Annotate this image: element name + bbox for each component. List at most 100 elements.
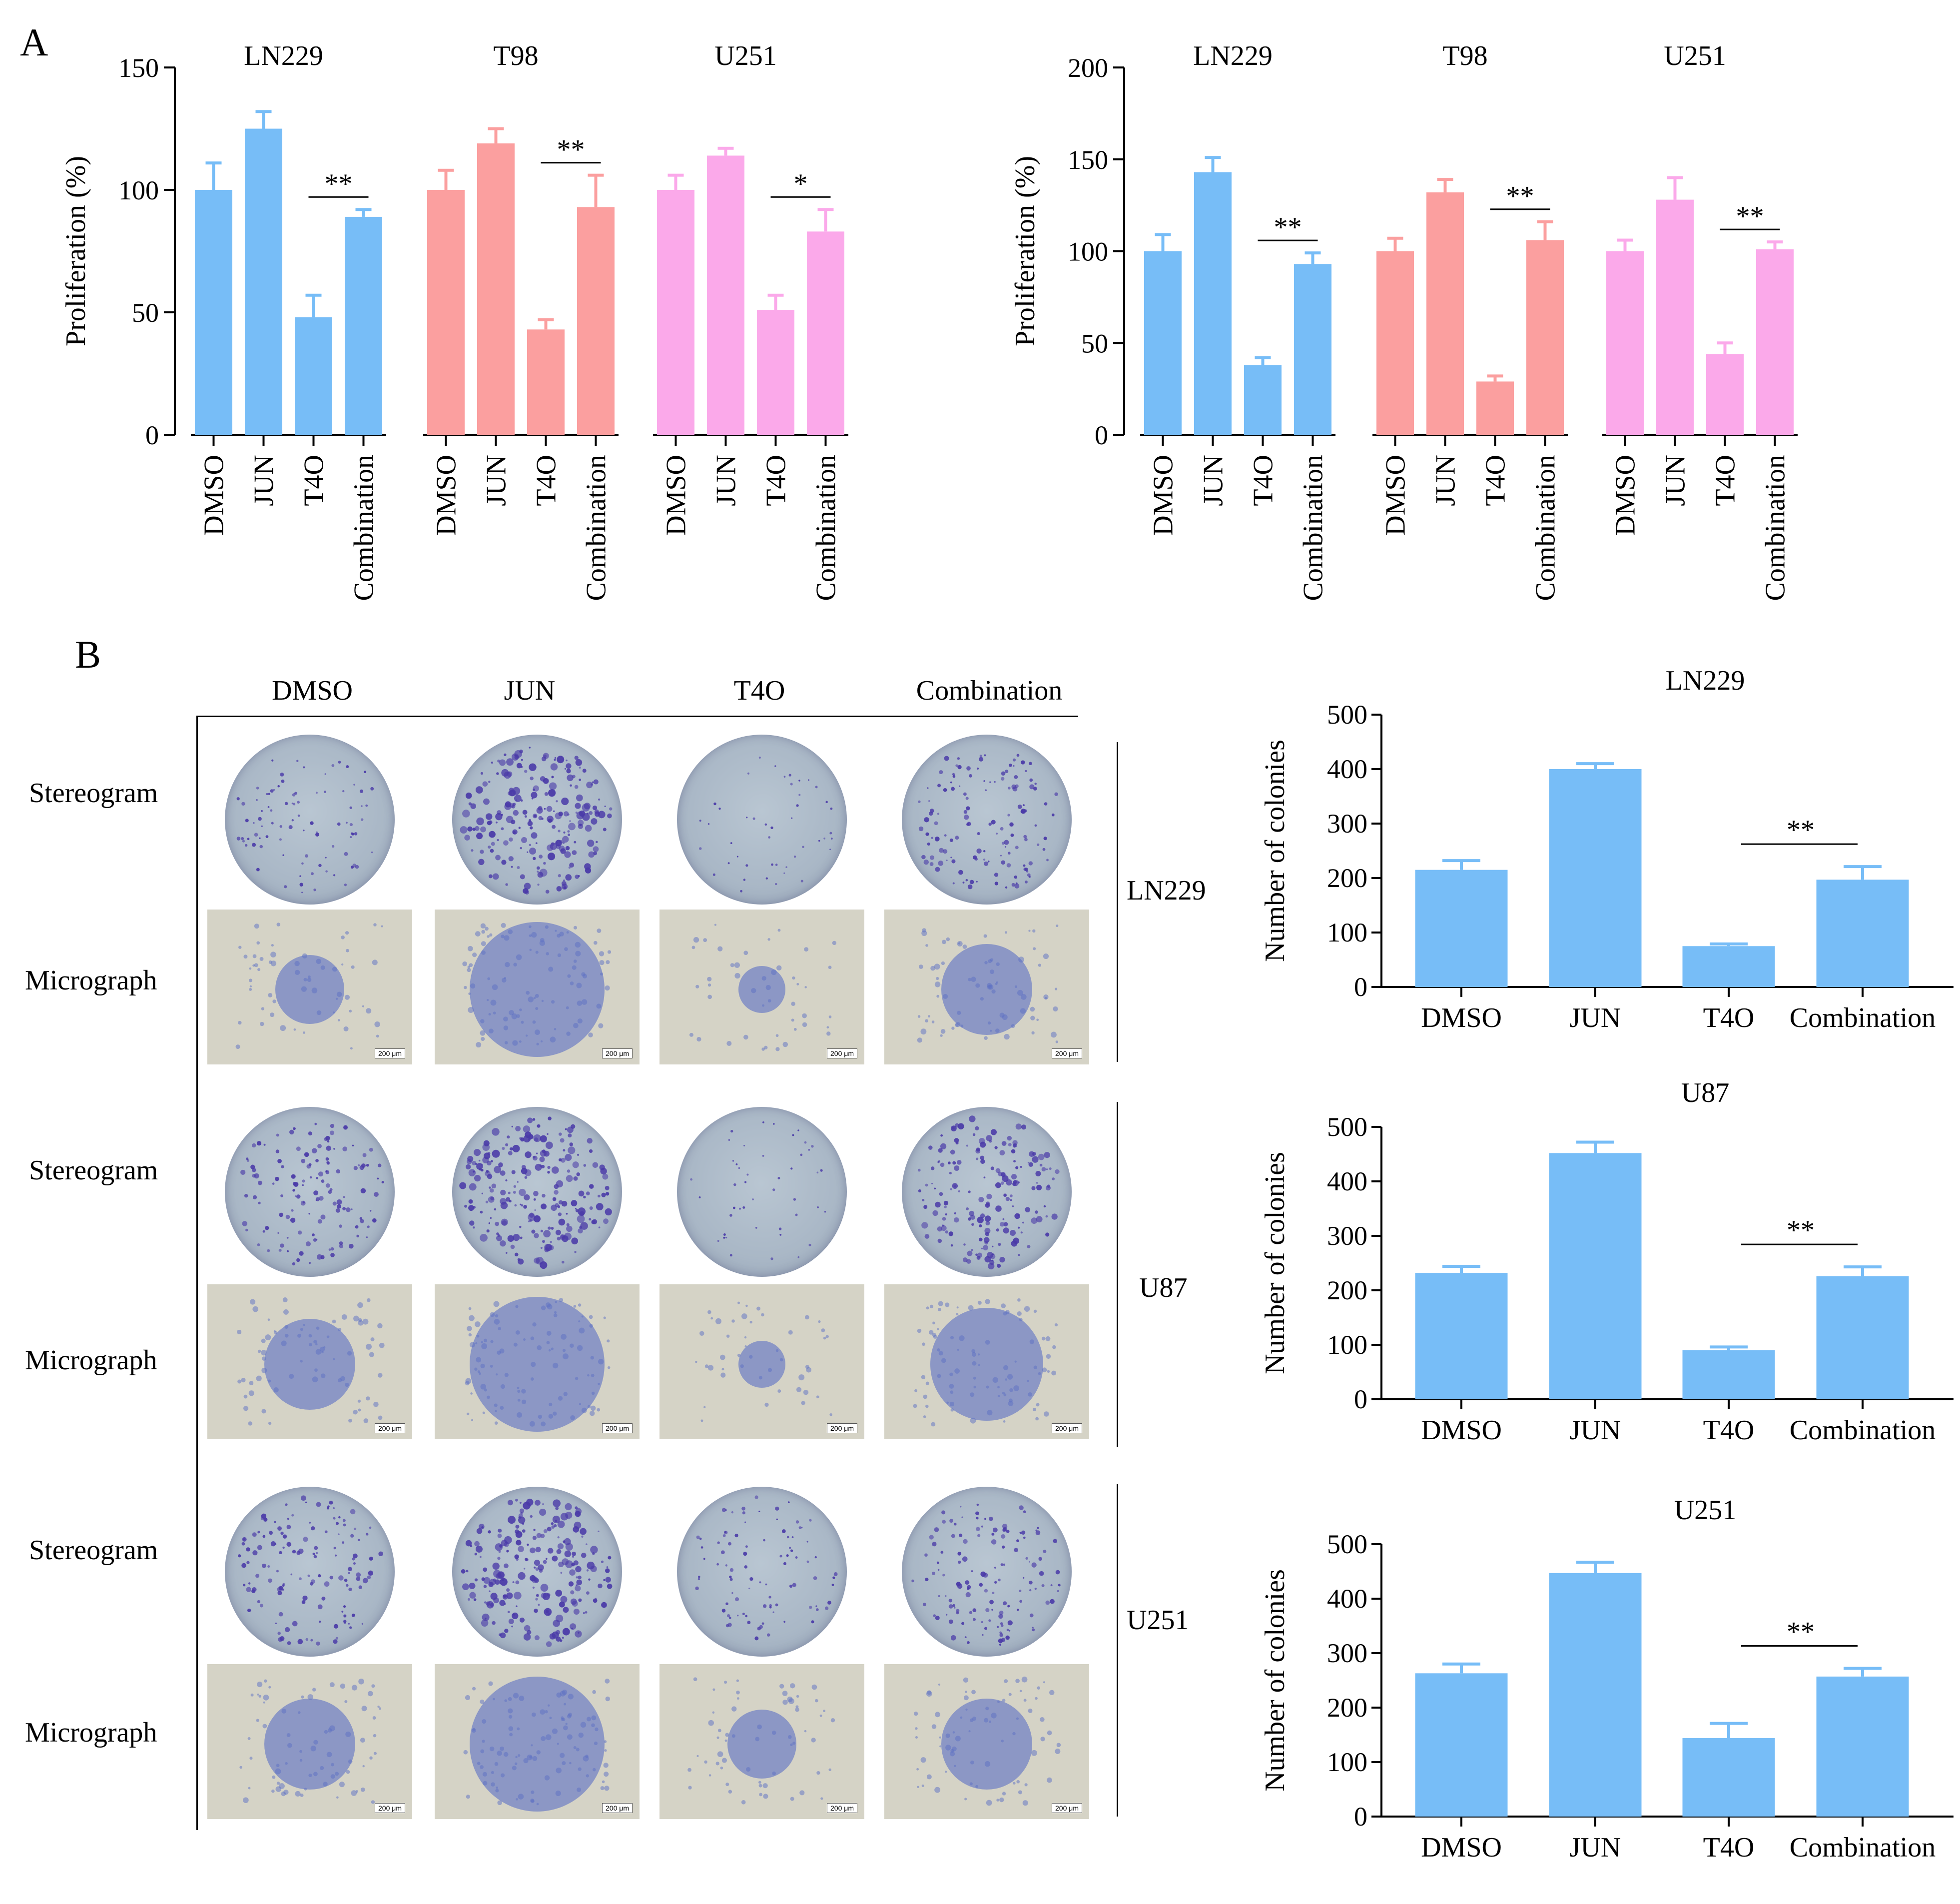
- colony-dot: [502, 1147, 505, 1150]
- colony-dot: [343, 1620, 347, 1623]
- colony-dot: [506, 1550, 509, 1553]
- row-label-micrograph-u251: Micrograph: [25, 1717, 157, 1748]
- cell-dot: [271, 1789, 275, 1793]
- colony-dot: [575, 1630, 582, 1638]
- colony-dot: [777, 1177, 780, 1179]
- colony-dot: [1016, 754, 1020, 757]
- colony-dot: [1051, 813, 1055, 817]
- cell-dot: [573, 1305, 577, 1308]
- cell-dot: [347, 1351, 352, 1356]
- colony-dot: [788, 1547, 791, 1549]
- row-label-stereogram-ln229: Stereogram: [29, 778, 158, 809]
- colony-dot: [1028, 876, 1031, 878]
- cell-dot: [465, 1378, 472, 1384]
- cell-dot: [373, 1402, 379, 1407]
- colony-dots: [690, 1121, 826, 1260]
- colony-dot: [568, 1133, 572, 1138]
- cell-dot: [945, 1771, 947, 1773]
- colony-dot: [589, 1206, 593, 1210]
- colony-dot: [337, 1204, 341, 1209]
- cell-dot: [303, 977, 307, 981]
- colony-dot: [1043, 1205, 1046, 1208]
- cell-dot: [731, 1706, 737, 1712]
- colony-dot: [742, 1206, 745, 1209]
- cell-dot: [934, 963, 940, 970]
- p1-x-tick-label-ln229-dmso: DMSO: [199, 455, 230, 536]
- colony-dot: [318, 864, 322, 868]
- cell-dot: [587, 1717, 592, 1722]
- colony-dot: [966, 1207, 969, 1210]
- colony-dot: [259, 837, 261, 839]
- colony-dot: [514, 1554, 519, 1559]
- cell-dot: [515, 1756, 518, 1759]
- colony-dot: [317, 1219, 322, 1224]
- colony-dot: [305, 1501, 307, 1503]
- colony-dot: [352, 1144, 354, 1146]
- cell-dot: [605, 1696, 611, 1702]
- colony-dot: [943, 849, 948, 854]
- colony-dot: [251, 1589, 255, 1594]
- colony-dot: [353, 1166, 358, 1170]
- colony-dot: [999, 1150, 1005, 1156]
- colony-dot: [343, 1605, 346, 1608]
- cell-dot: [980, 997, 984, 1001]
- cell-dot: [530, 1336, 535, 1340]
- c2-x-tick-label-combination: Combination: [1790, 1415, 1936, 1446]
- cell-dot: [476, 1357, 482, 1363]
- colony-dot: [956, 1611, 959, 1615]
- cell-dot: [261, 1356, 266, 1361]
- cell-dot: [480, 1363, 485, 1369]
- cell-dot: [1046, 1354, 1051, 1359]
- colony-dot: [370, 787, 374, 791]
- cell-dot: [509, 1010, 514, 1015]
- colony-dot: [540, 1533, 545, 1538]
- colony-dot: [1006, 1629, 1009, 1632]
- cell-dot: [997, 1700, 1000, 1703]
- cell-dot: [541, 1305, 546, 1310]
- colony-dot: [994, 1581, 997, 1584]
- cell-dot: [793, 1027, 797, 1031]
- cell-dot: [480, 1384, 486, 1390]
- colony-dot: [1039, 1163, 1043, 1167]
- cell-dot: [508, 1697, 512, 1701]
- colony-dot: [971, 1570, 973, 1572]
- colony-dot: [954, 1212, 956, 1215]
- cell-dot: [805, 1365, 809, 1369]
- colony-dot: [514, 1204, 517, 1207]
- cell-dot: [942, 940, 946, 945]
- cell-dot: [965, 1708, 968, 1711]
- colony-dot: [343, 1523, 346, 1527]
- colony-dot: [713, 802, 716, 806]
- cell-dot: [823, 1710, 826, 1713]
- c2-y-tick-label-4: 400: [1327, 1166, 1367, 1196]
- cell-dot: [363, 1418, 369, 1423]
- colony-dot: [549, 782, 557, 790]
- colony-dot: [965, 1580, 970, 1585]
- colony-dot: [562, 842, 565, 844]
- colony-dot: [792, 1583, 796, 1587]
- colony-dot: [540, 1229, 544, 1232]
- colony-dot: [1025, 1207, 1031, 1213]
- cell-dot: [920, 1757, 926, 1763]
- colony-dot: [795, 1213, 798, 1216]
- colony-dot: [566, 769, 571, 774]
- colony-dot: [561, 1157, 566, 1163]
- colony-dot: [506, 758, 514, 766]
- colony-dot: [329, 1500, 333, 1505]
- cell-dot: [549, 1402, 553, 1407]
- cell-dot: [516, 954, 522, 960]
- colony-dot: [343, 1614, 347, 1618]
- cell-dot: [960, 1024, 964, 1028]
- colony-dot: [1020, 1532, 1022, 1535]
- colony-dot: [290, 1217, 296, 1223]
- cell-dot: [546, 952, 549, 955]
- colony-dot: [349, 823, 353, 827]
- colony-dot: [1001, 777, 1005, 781]
- colony-dot: [565, 1128, 567, 1130]
- cell-dot: [256, 941, 260, 945]
- colony-dot: [556, 1549, 562, 1554]
- colony-dot: [1036, 1182, 1038, 1184]
- cell-dot: [268, 1686, 271, 1689]
- colony-dot: [768, 836, 771, 839]
- colony-dot: [339, 1224, 342, 1228]
